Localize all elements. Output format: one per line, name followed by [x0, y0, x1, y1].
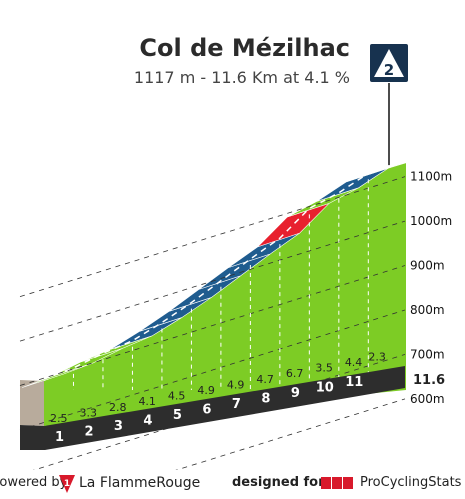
- km-axis-label: 2: [84, 425, 93, 440]
- km-gradient-label: 2.3: [368, 350, 386, 363]
- km-axis-label: 11: [345, 375, 363, 390]
- profile-centerline: [43, 166, 387, 380]
- km-gradient-label: 2.5: [50, 412, 68, 425]
- km-gradient-label: 6.7: [286, 367, 304, 380]
- km-gradient-label: 4.7: [256, 373, 274, 386]
- km-gradient-label: 4.1: [138, 395, 156, 408]
- km-axis-label: 3: [114, 419, 123, 434]
- km-axis-label: 4: [143, 414, 152, 429]
- km-gradient-label: 3.5: [315, 362, 333, 375]
- svg-text:1: 1: [64, 479, 70, 489]
- pcs-name: ProCyclingStats: [360, 475, 462, 490]
- altitude-tick-label: 1100m: [410, 170, 452, 184]
- km-axis-label: 6: [202, 403, 211, 418]
- profile-chart: 600m 700m 800m 900m 1000m 1100m 2.5 3.3 2.8 4.1 4.…: [19, 83, 452, 470]
- km-axis-label: 9: [291, 386, 300, 401]
- altitude-tick-label: 600m: [410, 392, 445, 406]
- category-triangle-icon: 2: [374, 49, 404, 79]
- km-axis-label: 5: [173, 408, 182, 423]
- altitude-gridline: [19, 176, 406, 298]
- altitude-gridline: [19, 265, 406, 386]
- km-axis-label: 1: [55, 430, 64, 445]
- km-gradient-label: 2.8: [109, 401, 127, 414]
- climb-subtitle: 1117 m - 11.6 Km at 4.1 %: [133, 68, 350, 87]
- profile-side-wall: [20, 380, 44, 426]
- designed-for-label: designed for: [232, 475, 325, 490]
- footer: Powered by 1 La FlammeRouge designed for…: [0, 472, 465, 496]
- climb-title: Col de Mézilhac: [139, 34, 350, 62]
- km-axis-label: 7: [232, 397, 241, 412]
- km-gradient-label: 3.3: [79, 406, 97, 419]
- pcs-logo-icon: [321, 477, 353, 489]
- flamme-rouge-icon: 1: [59, 475, 75, 493]
- category-label: 2: [384, 61, 394, 79]
- flamme-rouge-logo: La FlammeRouge: [79, 475, 201, 491]
- powered-by-label: Powered by: [0, 475, 68, 490]
- km-gradient-label: 4.9: [227, 378, 245, 391]
- altitude-tick-label: 700m: [410, 347, 445, 361]
- km-gradient-label: 4.9: [197, 384, 215, 397]
- km-axis-label: 10: [316, 381, 334, 396]
- altitude-tick-label: 1000m: [410, 214, 452, 228]
- altitude-tick-label: 800m: [410, 303, 445, 317]
- km-gradient-label: 4.4: [345, 356, 363, 369]
- altitude-gridline: [19, 220, 406, 342]
- km-axis-label: 8: [261, 392, 270, 407]
- profile-base: [20, 366, 405, 450]
- altitude-gridline: [19, 309, 406, 431]
- altitude-tick-label: 900m: [410, 259, 445, 273]
- category-badge: 2: [370, 44, 408, 82]
- profile-front-face: [44, 163, 406, 426]
- km-segment-12: [346, 161, 406, 183]
- end-distance-label: 11.6: [413, 373, 445, 388]
- altitude-gridline: [175, 398, 406, 470]
- km-gradient-label: 4.5: [168, 390, 186, 403]
